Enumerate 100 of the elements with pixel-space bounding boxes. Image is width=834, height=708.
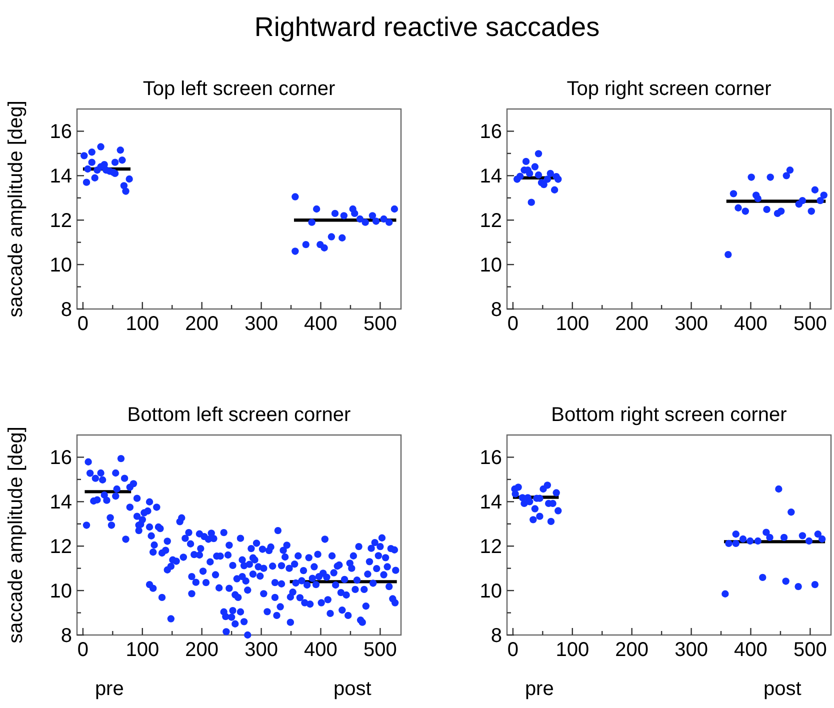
point xyxy=(536,512,544,520)
point xyxy=(328,233,336,240)
y-tick-label: 8 xyxy=(490,625,502,647)
point xyxy=(739,535,747,543)
point xyxy=(766,174,774,181)
point xyxy=(368,212,376,220)
point xyxy=(534,150,542,158)
point xyxy=(528,198,535,206)
text: Rightward reactive saccades xyxy=(254,12,600,42)
x-tick-label: 100 xyxy=(126,639,160,661)
point xyxy=(546,170,554,178)
x-tick-label: 400 xyxy=(734,639,768,661)
y-axis-title: saccade amplitude [deg] xyxy=(5,100,27,318)
point xyxy=(732,530,740,538)
x-tick-label: 500 xyxy=(364,313,397,335)
point xyxy=(777,208,785,215)
point xyxy=(82,178,90,186)
point xyxy=(116,146,124,154)
point xyxy=(534,171,542,179)
point xyxy=(808,208,815,215)
point xyxy=(84,165,92,173)
y-tick-label: 12 xyxy=(480,536,502,558)
point xyxy=(292,248,299,255)
point xyxy=(724,250,732,258)
point xyxy=(782,172,790,180)
point xyxy=(531,505,539,512)
x-tick-label: 0 xyxy=(77,313,89,335)
point xyxy=(390,205,398,213)
text: pre xyxy=(94,678,124,700)
point xyxy=(100,160,108,168)
y-tick-label: 8 xyxy=(60,625,72,647)
x-tick-label: 200 xyxy=(185,313,219,335)
point xyxy=(372,218,380,225)
x-tick-label: 200 xyxy=(615,313,649,335)
x-tick-label: 300 xyxy=(674,639,708,661)
point xyxy=(818,535,826,543)
point xyxy=(780,534,788,542)
point xyxy=(762,528,770,536)
point xyxy=(544,176,552,183)
y-tick-label: 8 xyxy=(490,299,502,321)
point xyxy=(302,240,310,248)
y-tick-label: 8 xyxy=(60,299,72,321)
y-tick-label: 16 xyxy=(480,121,502,144)
point xyxy=(91,174,98,182)
point xyxy=(554,176,562,183)
x-tick-label: 200 xyxy=(615,639,649,661)
y-tick-label: 10 xyxy=(50,254,72,277)
point xyxy=(732,540,740,548)
y-tick-label: 12 xyxy=(50,536,72,558)
point xyxy=(816,196,824,204)
point xyxy=(526,498,534,506)
point xyxy=(386,218,393,226)
point xyxy=(788,508,795,516)
chart-title: Top left screen corner xyxy=(142,78,336,100)
y-tick-label: 14 xyxy=(480,492,502,514)
point xyxy=(722,590,729,598)
point xyxy=(554,507,562,514)
point xyxy=(80,152,88,160)
y-tick-label: 14 xyxy=(50,166,72,188)
y-tick-label: 12 xyxy=(50,210,72,232)
x-tick-label: 300 xyxy=(674,313,708,335)
point xyxy=(516,172,524,180)
point xyxy=(530,516,537,524)
point xyxy=(759,574,766,582)
point xyxy=(766,534,774,542)
point xyxy=(820,192,828,199)
point xyxy=(763,206,770,214)
y-tick-label: 16 xyxy=(480,447,502,470)
point xyxy=(814,530,822,538)
point xyxy=(786,166,794,174)
point xyxy=(292,193,299,200)
x-tick-label: 500 xyxy=(364,639,397,661)
point xyxy=(798,532,806,540)
point xyxy=(544,482,552,489)
point xyxy=(811,580,819,588)
y-tick-label: 10 xyxy=(50,580,72,603)
x-tick-label: 200 xyxy=(185,639,219,661)
point xyxy=(805,537,813,545)
y-tick-label: 14 xyxy=(480,166,502,188)
point xyxy=(88,158,96,166)
y-tick-label: 16 xyxy=(50,121,72,144)
point xyxy=(97,143,104,150)
x-tick-label: 100 xyxy=(126,313,160,335)
x-tick-label: 100 xyxy=(556,639,590,661)
text: post xyxy=(763,678,802,700)
point xyxy=(794,582,802,590)
x-tick-label: 400 xyxy=(734,313,768,335)
x-tick-label: 0 xyxy=(507,639,519,661)
point xyxy=(362,218,369,226)
point xyxy=(331,210,339,218)
y-axis-title: saccade amplitude [deg] xyxy=(5,426,27,644)
point xyxy=(725,540,732,548)
point xyxy=(126,175,133,183)
point xyxy=(512,490,519,498)
point xyxy=(754,537,762,545)
point xyxy=(122,188,130,195)
point xyxy=(748,174,755,181)
point xyxy=(798,196,806,204)
point xyxy=(356,215,364,223)
x-tick-label: 300 xyxy=(244,639,278,661)
